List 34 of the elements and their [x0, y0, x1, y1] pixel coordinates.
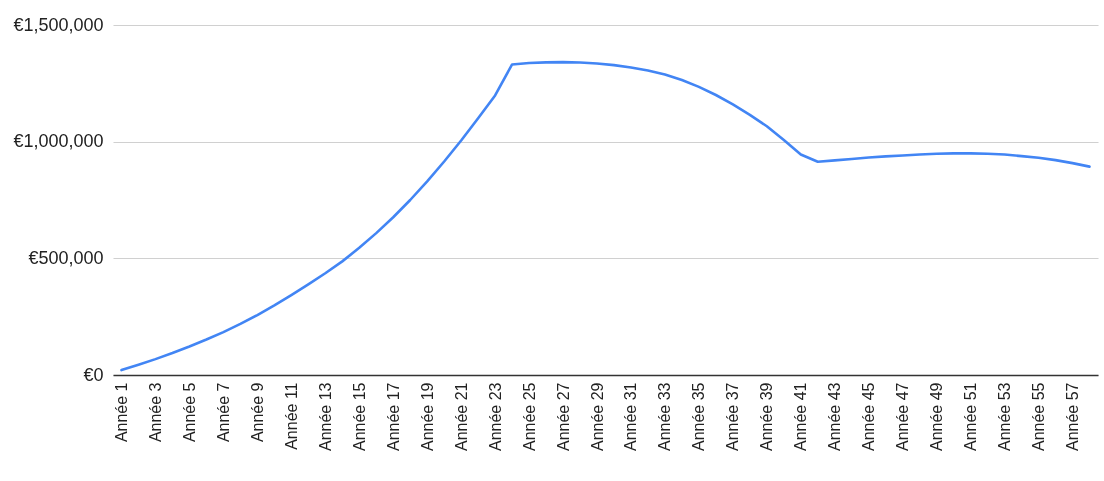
x-tick-label: Année 41	[792, 382, 810, 452]
x-tick-label: Année 23	[486, 382, 504, 452]
line-series	[120, 60, 1091, 372]
y-tick-label: €1,000,000	[13, 131, 104, 152]
x-tick-label: Année 35	[690, 382, 708, 452]
x-tick-label: Année 27	[554, 382, 572, 452]
x-tick-label: Année 7	[214, 382, 232, 443]
x-tick-label: Année 31	[622, 382, 640, 452]
x-tick-label: Année 29	[588, 382, 606, 452]
x-tick-label: Année 37	[724, 382, 742, 452]
x-tick-label: Année 25	[520, 382, 538, 452]
x-tick-label: Année 33	[656, 382, 674, 452]
x-tick-label: Année 1	[112, 382, 130, 443]
x-tick-label: Année 13	[316, 382, 334, 452]
x-tick-label: Année 51	[962, 382, 980, 452]
x-tick-label: Année 9	[248, 382, 266, 443]
x-tick-label: Année 47	[894, 382, 912, 452]
x-tick-label: Année 43	[826, 382, 844, 452]
x-tick-label: Année 19	[418, 382, 436, 452]
x-tick-label: Année 17	[384, 382, 402, 452]
x-tick-label: Année 57	[1064, 382, 1082, 452]
x-tick-label: Année 5	[180, 382, 198, 443]
x-tick-label: Année 15	[350, 382, 368, 452]
x-tick-label: Année 49	[928, 382, 946, 452]
x-tick-label: Année 55	[1030, 382, 1048, 452]
y-tick-label: €1,500,000	[13, 14, 104, 35]
x-tick-label: Année 39	[758, 382, 776, 452]
x-tick-label: Année 21	[452, 382, 470, 452]
x-tick-label: Année 45	[860, 382, 878, 452]
x-tick-label: Année 11	[282, 382, 300, 450]
x-tick-label: Année 53	[996, 382, 1014, 452]
y-tick-label: €0	[83, 364, 104, 385]
x-tick-label: Année 3	[146, 382, 164, 443]
y-tick-label: €500,000	[28, 247, 104, 268]
